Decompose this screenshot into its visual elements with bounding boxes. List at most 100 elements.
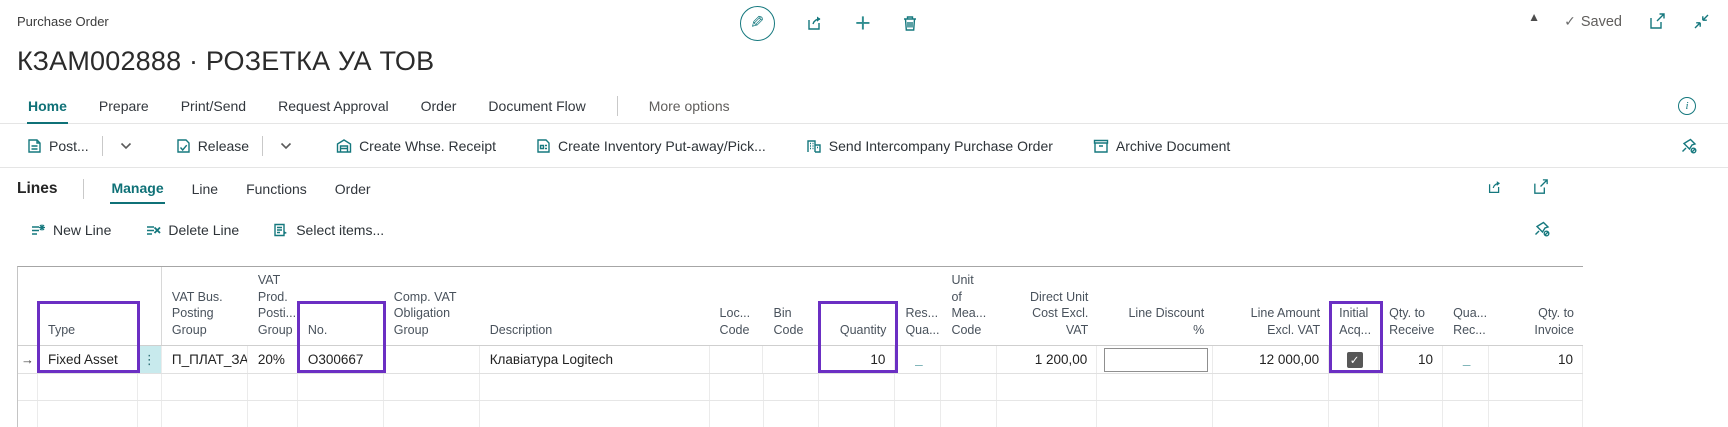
share-lines-icon[interactable] xyxy=(1486,178,1504,196)
archive-icon xyxy=(1093,139,1109,153)
col-header-location-code[interactable]: Loc... Code xyxy=(719,306,751,337)
tab-request-approval[interactable]: Request Approval xyxy=(278,97,389,114)
create-inventory-putaway-label: Create Inventory Put-away/Pick... xyxy=(558,138,766,154)
cell-type[interactable]: Fixed Asset xyxy=(38,346,138,373)
delete-icon[interactable] xyxy=(901,14,919,33)
top-bar: Purchase Order ✎ + ✓ Saved xyxy=(0,0,1728,44)
release-button[interactable]: Release xyxy=(176,138,249,154)
col-header-description[interactable]: Description xyxy=(489,322,553,337)
lines-tab-line[interactable]: Line xyxy=(191,181,219,197)
cell-unit-of-measure-code[interactable] xyxy=(941,346,998,373)
lines-tab-order[interactable]: Order xyxy=(334,181,371,197)
cell-line-amount[interactable]: 12 000,00 xyxy=(1213,346,1330,373)
unpin-lines-toolbar-button[interactable] xyxy=(1533,220,1551,241)
col-header-quantity-received[interactable]: Qua... Rec... xyxy=(1453,306,1488,337)
info-button[interactable]: i xyxy=(1678,97,1696,115)
delete-line-label: Delete Line xyxy=(168,222,240,238)
empty-row[interactable] xyxy=(18,374,1584,401)
save-status-label: Saved xyxy=(1580,13,1622,30)
share-icon[interactable] xyxy=(805,13,825,33)
collapse-icon[interactable] xyxy=(1693,13,1710,30)
cell-direct-unit-cost[interactable]: 1 200,00 xyxy=(997,346,1098,373)
tab-order[interactable]: Order xyxy=(420,97,457,114)
split-separator xyxy=(101,136,103,156)
col-header-quantity[interactable]: Quantity xyxy=(839,322,887,337)
col-header-direct-unit-cost[interactable]: Direct Unit Cost Excl. VAT xyxy=(1029,289,1089,337)
cell-description[interactable]: Клавіатура Logitech xyxy=(480,346,710,373)
delete-line-icon xyxy=(147,225,162,235)
col-header-line-discount[interactable]: Line Discount % xyxy=(1128,306,1205,337)
select-items-button[interactable]: Select items... xyxy=(273,222,384,238)
col-header-reserved-quantity[interactable]: Res... Qua... xyxy=(905,306,940,337)
cell-qty-to-receive[interactable]: 10 xyxy=(1379,346,1444,373)
new-line-icon xyxy=(32,224,45,235)
select-items-label: Select items... xyxy=(296,222,385,238)
scroll-up-arrow[interactable]: ▲ xyxy=(1528,10,1540,24)
new-document-icon[interactable]: + xyxy=(855,7,871,38)
lines-tab-manage[interactable]: Manage xyxy=(110,174,165,204)
create-whse-receipt-label: Create Whse. Receipt xyxy=(359,138,497,154)
cell-vat-bus-posting-group[interactable]: П_ПЛАТ_ЗАМ xyxy=(162,346,248,373)
intercompany-icon xyxy=(807,140,821,153)
post-icon xyxy=(28,139,41,153)
cell-quantity[interactable]: 10 xyxy=(819,346,896,373)
warehouse-receipt-icon xyxy=(336,139,352,153)
col-header-bin-code[interactable]: Bin Code xyxy=(773,306,804,337)
col-header-no[interactable]: No. xyxy=(307,322,328,337)
menu-tab-bar: Home Prepare Print/Send Request Approval… xyxy=(0,88,1728,124)
cell-qty-to-invoice[interactable]: 10 xyxy=(1489,346,1583,373)
more-options-button[interactable]: More options xyxy=(648,97,730,114)
lines-table: Type VAT Bus. Posting Group VAT Prod. Po… xyxy=(17,266,1584,427)
col-header-qty-to-invoice[interactable]: Qty. to Invoice xyxy=(1534,306,1574,337)
document-action-icons: ✎ + xyxy=(740,4,919,42)
save-status: ✓ Saved xyxy=(1564,13,1622,30)
check-icon: ✓ xyxy=(1564,13,1576,29)
archive-document-button[interactable]: Archive Document xyxy=(1093,138,1230,154)
tab-print-send[interactable]: Print/Send xyxy=(180,97,247,114)
line-discount-input[interactable] xyxy=(1103,347,1208,372)
col-header-selector xyxy=(18,338,38,345)
cell-comp-vat-obligation-group[interactable] xyxy=(384,346,480,373)
col-header-line-amount[interactable]: Line Amount Excl. VAT xyxy=(1250,306,1321,337)
cell-no[interactable]: О300667 xyxy=(298,346,384,373)
post-dropdown-chevron[interactable] xyxy=(116,142,136,150)
cell-quantity-received-link[interactable]: _ xyxy=(1443,346,1490,373)
tab-document-flow[interactable]: Document Flow xyxy=(488,97,586,114)
lines-title: Lines xyxy=(17,180,58,197)
col-header-initial-acq[interactable]: Initial Acq... xyxy=(1339,306,1372,337)
send-intercompany-button[interactable]: Send Intercompany Purchase Order xyxy=(806,138,1053,154)
lines-tab-functions[interactable]: Functions xyxy=(246,181,307,197)
post-button[interactable]: Post... xyxy=(27,138,89,154)
initial-acq-checkbox[interactable]: ✓ xyxy=(1346,351,1363,368)
tab-prepare[interactable]: Prepare xyxy=(98,97,149,114)
archive-document-label: Archive Document xyxy=(1115,138,1231,154)
delete-line-button[interactable]: Delete Line xyxy=(145,222,239,238)
col-header-vat-prod-posting-group[interactable]: VAT Prod. Posti... Group xyxy=(257,273,297,337)
cell-reserved-quantity-link[interactable]: _ xyxy=(895,346,942,373)
open-lines-in-window-icon[interactable] xyxy=(1532,178,1550,196)
col-header-vat-bus-posting-group[interactable]: VAT Bus. Posting Group xyxy=(171,289,223,337)
col-header-type[interactable]: Type xyxy=(48,322,76,337)
release-dropdown-chevron[interactable] xyxy=(276,142,296,150)
release-label: Release xyxy=(197,138,250,154)
edit-icon[interactable]: ✎ xyxy=(740,5,775,41)
tab-home[interactable]: Home xyxy=(27,90,68,124)
cell-vat-prod-posting-group[interactable]: 20% xyxy=(248,346,298,373)
create-whse-receipt-button[interactable]: Create Whse. Receipt xyxy=(336,138,496,154)
empty-row[interactable] xyxy=(18,401,1584,427)
lines-section-header: Lines Manage Line Functions Order xyxy=(0,170,1728,208)
col-header-options xyxy=(138,267,162,345)
send-intercompany-label: Send Intercompany Purchase Order xyxy=(828,138,1053,154)
new-line-button[interactable]: New Line xyxy=(30,222,111,238)
cell-location-code[interactable] xyxy=(710,346,764,373)
col-header-comp-vat-obligation-group[interactable]: Comp. VAT Obligation Group xyxy=(393,289,457,337)
cell-bin-code[interactable] xyxy=(763,346,820,373)
unpin-action-bar-button[interactable] xyxy=(1680,137,1698,158)
col-header-qty-to-receive[interactable]: Qty. to Receive xyxy=(1389,306,1435,337)
row-options-icon[interactable]: ⋮ xyxy=(137,346,162,373)
col-header-unit-of-measure-code[interactable]: Unit of Mea... Code xyxy=(951,273,987,337)
lines-toolbar: New Line Delete Line Select items... xyxy=(0,208,1583,252)
open-in-new-window-icon[interactable] xyxy=(1648,12,1667,31)
create-inventory-putaway-button[interactable]: Create Inventory Put-away/Pick... xyxy=(536,138,766,154)
